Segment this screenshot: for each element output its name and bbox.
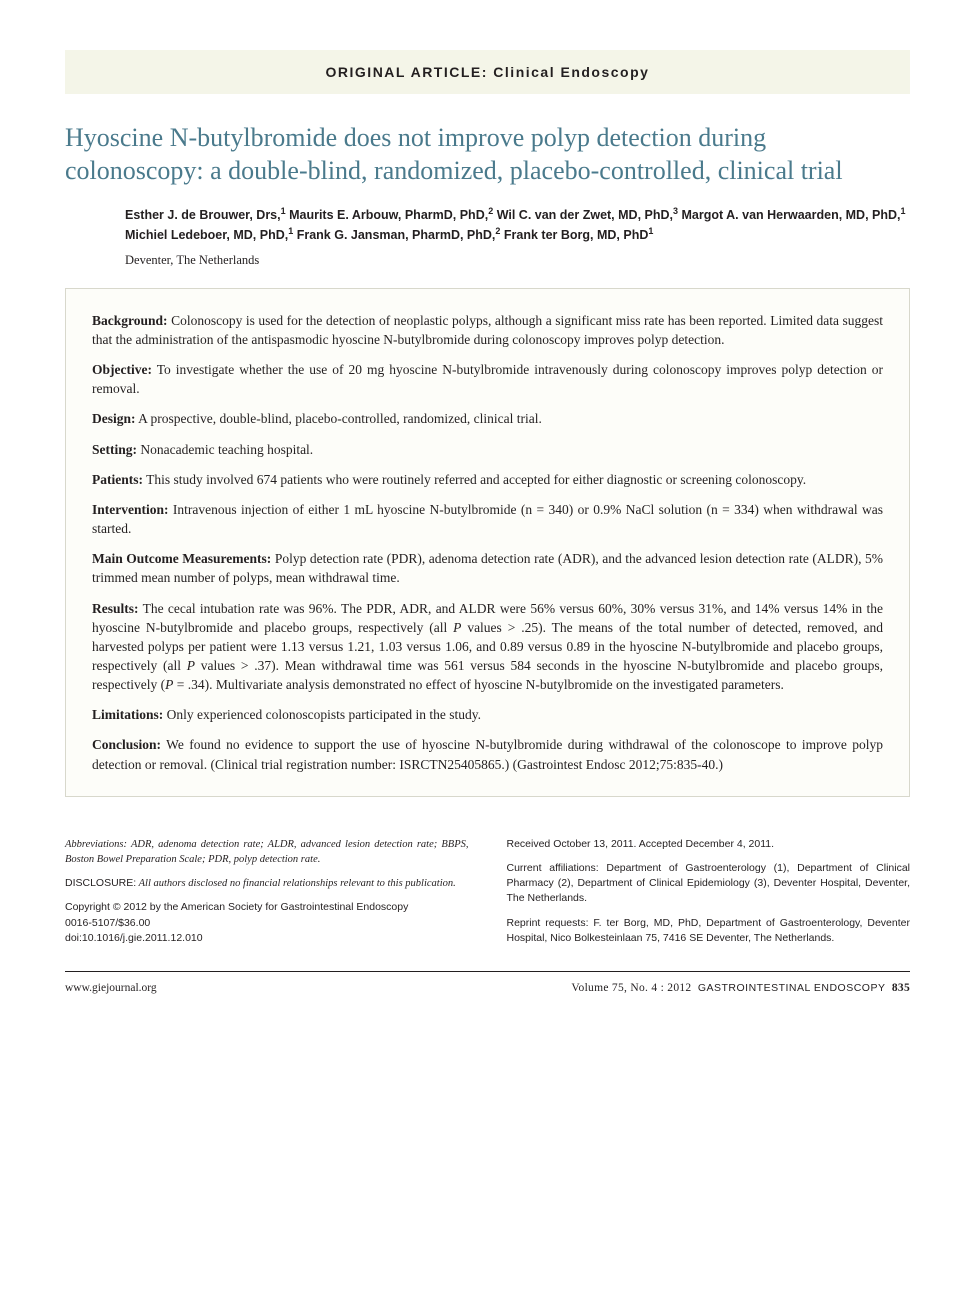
disclosure: DISCLOSURE: All authors disclosed no fin… — [65, 876, 469, 891]
article-title: Hyoscine N-butylbromide does not improve… — [65, 122, 910, 187]
page-footer: www.giejournal.org Volume 75, No. 4 : 20… — [65, 972, 910, 994]
abstract-section: Conclusion: We found no evidence to supp… — [92, 735, 883, 773]
abstract-section: Background: Colonoscopy is used for the … — [92, 311, 883, 349]
footer-left-column: Abbreviations: ADR, adenoma detection ra… — [65, 837, 469, 955]
journal-url: www.giejournal.org — [65, 982, 157, 994]
reprint-requests: Reprint requests: F. ter Borg, MD, PhD, … — [507, 916, 911, 946]
abstract-section: Patients: This study involved 674 patien… — [92, 470, 883, 489]
article-footer-columns: Abbreviations: ADR, adenoma detection ra… — [65, 837, 910, 972]
abstract-section: Setting: Nonacademic teaching hospital. — [92, 440, 883, 459]
abstract-section: Main Outcome Measurements: Polyp detecti… — [92, 549, 883, 587]
abstract-section: Limitations: Only experienced colonoscop… — [92, 705, 883, 724]
abstract-section: Objective: To investigate whether the us… — [92, 360, 883, 398]
abbreviations: Abbreviations: ADR, adenoma detection ra… — [65, 837, 469, 867]
author-location: Deventer, The Netherlands — [125, 253, 910, 268]
abstract-section: Results: The cecal intubation rate was 9… — [92, 599, 883, 695]
copyright-block: Copyright © 2012 by the American Society… — [65, 900, 469, 946]
page-info: Volume 75, No. 4 : 2012 GASTROINTESTINAL… — [571, 982, 910, 994]
affiliations: Current affiliations: Department of Gast… — [507, 861, 911, 907]
abstract-section: Intervention: Intravenous injection of e… — [92, 500, 883, 538]
category-banner: ORIGINAL ARTICLE: Clinical Endoscopy — [65, 50, 910, 94]
author-list: Esther J. de Brouwer, Drs,1 Maurits E. A… — [125, 205, 910, 245]
received-dates: Received October 13, 2011. Accepted Dece… — [507, 837, 911, 852]
abstract-section: Design: A prospective, double-blind, pla… — [92, 409, 883, 428]
abstract-box: Background: Colonoscopy is used for the … — [65, 288, 910, 797]
footer-right-column: Received October 13, 2011. Accepted Dece… — [507, 837, 911, 955]
